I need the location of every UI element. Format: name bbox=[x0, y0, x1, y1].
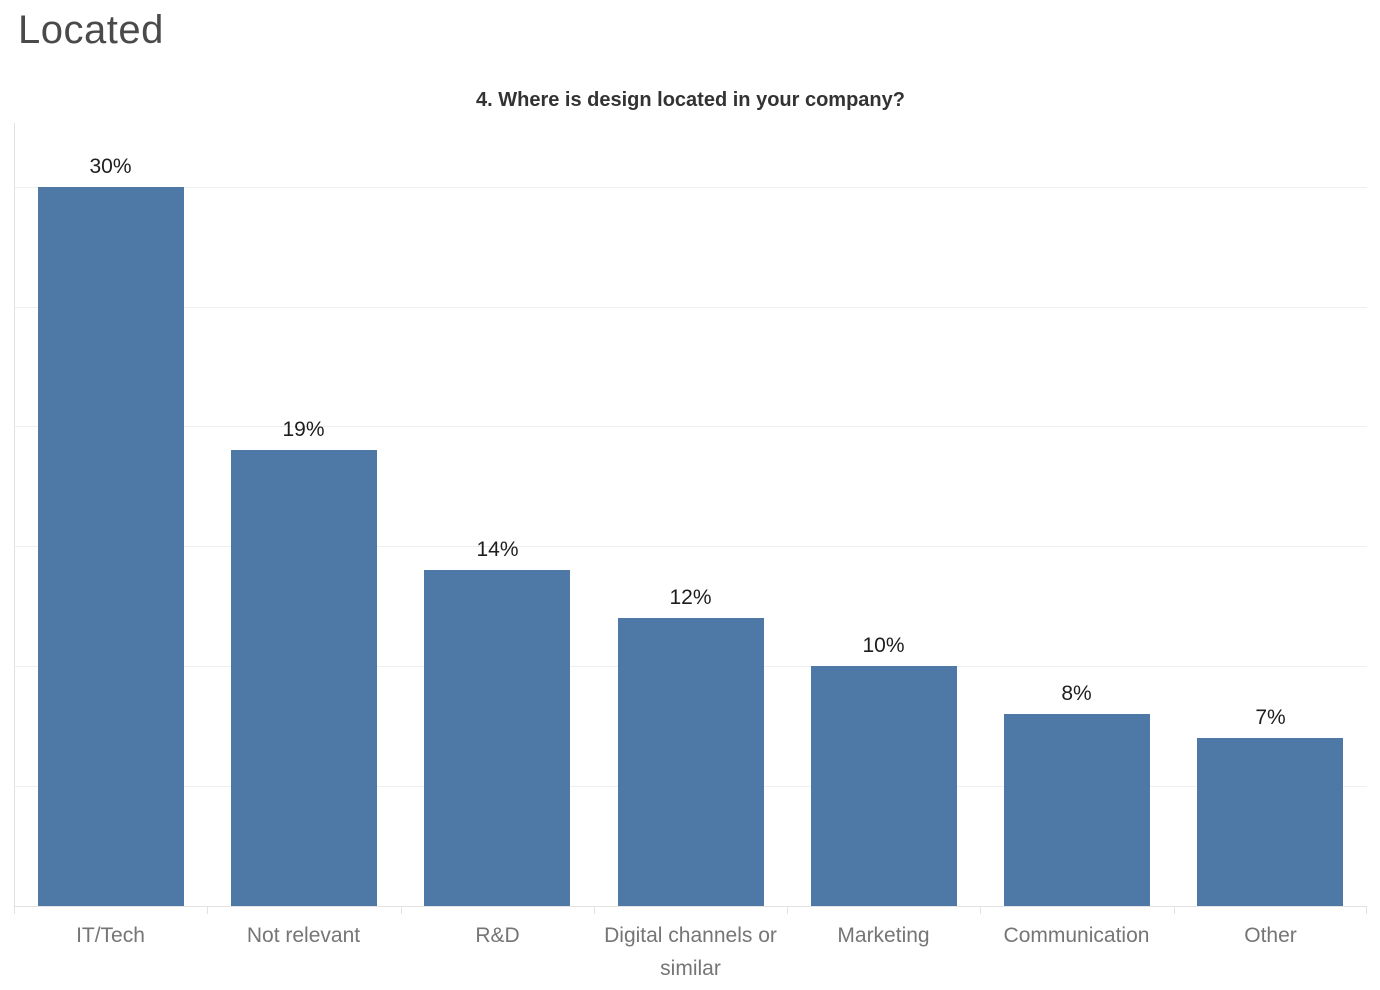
gridline bbox=[14, 187, 1367, 188]
y-axis-line bbox=[14, 123, 15, 913]
gridline bbox=[14, 426, 1367, 427]
x-axis-tick bbox=[980, 907, 981, 914]
x-axis-category-label[interactable]: IT/Tech bbox=[76, 924, 145, 947]
bar-value-label: 8% bbox=[1061, 682, 1092, 705]
x-axis-category-label[interactable]: Not relevant bbox=[246, 924, 361, 947]
bar-value-label: 14% bbox=[476, 538, 519, 561]
bar[interactable] bbox=[38, 187, 184, 906]
chart-title: 4. Where is design located in your compa… bbox=[476, 89, 905, 111]
x-axis-tick bbox=[207, 907, 208, 914]
bar-value-label: 19% bbox=[282, 418, 325, 441]
x-axis-tick bbox=[1366, 907, 1367, 914]
bar[interactable] bbox=[424, 570, 570, 906]
bar-chart-plot-area: 30% IT/Tech 19% Not relevant 14% R&D 12% Digita… bbox=[14, 123, 1367, 980]
x-axis-tick bbox=[401, 907, 402, 914]
bar[interactable] bbox=[618, 618, 764, 906]
bar[interactable] bbox=[1197, 738, 1343, 906]
x-axis-category-label[interactable]: R&D bbox=[475, 924, 520, 947]
bar-value-label: 12% bbox=[669, 586, 712, 609]
bar-value-label: 30% bbox=[89, 155, 132, 178]
bar[interactable] bbox=[1004, 714, 1150, 906]
bar[interactable] bbox=[231, 450, 377, 906]
x-axis-category-label[interactable]: Digital channels or similar bbox=[604, 924, 777, 980]
x-axis-tick bbox=[1174, 907, 1175, 914]
bar[interactable] bbox=[811, 666, 957, 906]
x-axis-line bbox=[14, 906, 1367, 907]
bar-value-label: 7% bbox=[1255, 706, 1286, 729]
x-axis-category-label[interactable]: Marketing bbox=[837, 924, 930, 947]
x-axis-category-label[interactable]: Other bbox=[1244, 924, 1297, 947]
page-title: Located bbox=[18, 8, 164, 52]
gridline bbox=[14, 546, 1367, 547]
x-axis-tick bbox=[594, 907, 595, 914]
bar-value-label: 10% bbox=[862, 634, 905, 657]
x-axis-category-label[interactable]: Communication bbox=[1003, 924, 1150, 947]
x-axis-tick bbox=[14, 907, 15, 914]
gridline bbox=[14, 307, 1367, 308]
x-axis-tick bbox=[787, 907, 788, 914]
